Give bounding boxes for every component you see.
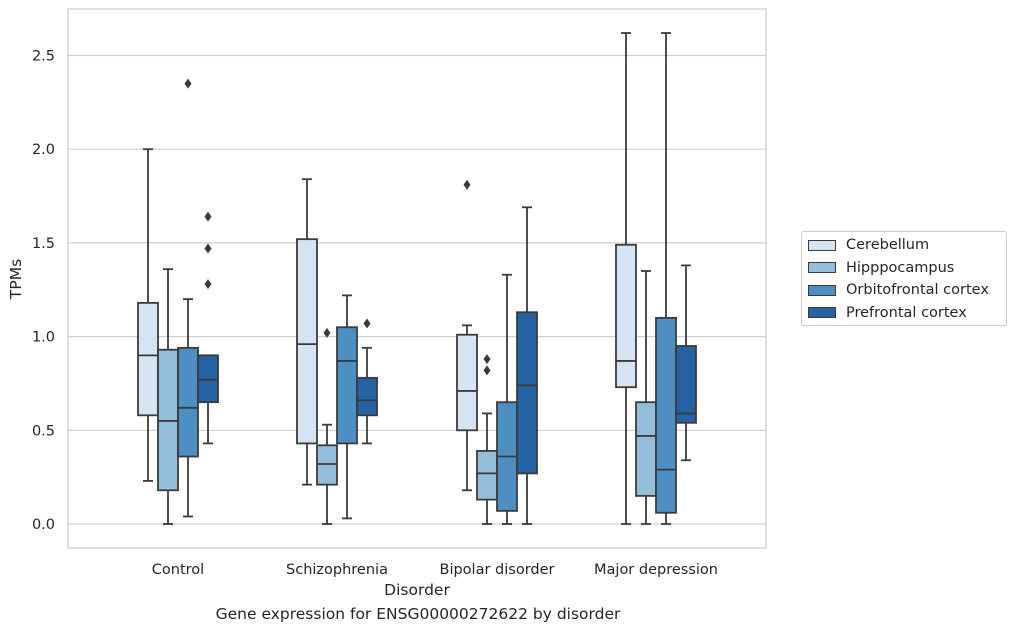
- legend-swatch: [808, 307, 836, 318]
- outlier-point: [323, 327, 331, 338]
- outlier-point: [204, 279, 212, 290]
- box-orbitofrontal-cortex: [496, 273, 518, 525]
- legend-label: Hipppocampus: [846, 259, 955, 276]
- y-tick-labels: 0.0 0.5 1.0 1.5 2.0 2.5: [32, 49, 55, 534]
- box-prefrontal-cortex: [356, 318, 378, 445]
- y-axis-label: TPMs: [7, 259, 25, 300]
- box-hipppocampus: [635, 270, 657, 525]
- outlier-point: [204, 243, 212, 254]
- box-orbitofrontal-cortex: [177, 78, 199, 518]
- box-orbitofrontal-cortex: [336, 294, 358, 520]
- y-tick-label: 0.0: [32, 517, 55, 533]
- box-iqr: [177, 346, 199, 458]
- y-tick-label: 1.0: [32, 330, 55, 346]
- box-iqr: [655, 316, 677, 514]
- outlier-point: [463, 179, 471, 190]
- boxes: [137, 32, 697, 525]
- outlier-point: [204, 211, 212, 222]
- box-prefrontal-cortex: [197, 211, 219, 445]
- legend-swatch: [808, 262, 836, 273]
- legend-label: Orbitofrontal cortex: [846, 282, 989, 298]
- legend-item: Orbitofrontal cortex: [808, 280, 989, 300]
- y-tick-label: 2.0: [32, 142, 55, 158]
- box-orbitofrontal-cortex: [655, 32, 677, 525]
- x-tick-label: Control: [152, 562, 204, 578]
- box-iqr: [316, 444, 338, 486]
- legend-label: Cerebellum: [846, 237, 930, 253]
- legend-item: Cerebellum: [808, 235, 929, 255]
- y-tick-label: 0.5: [32, 423, 55, 439]
- outlier-point: [363, 318, 371, 329]
- box-hipppocampus: [476, 354, 498, 525]
- box-cerebellum: [296, 178, 318, 486]
- legend-item: Prefrontal cortex: [808, 303, 967, 323]
- box-iqr: [615, 243, 637, 389]
- box-iqr: [197, 354, 219, 404]
- box-prefrontal-cortex: [516, 206, 538, 525]
- chart-caption: Gene expression for ENSG00000272622 by d…: [215, 605, 621, 623]
- box-hipppocampus: [316, 327, 338, 525]
- box-cerebellum: [456, 179, 478, 492]
- x-tick-labels: Control Schizophrenia Bipolar disorder Majo…: [152, 562, 718, 578]
- legend-swatch: [808, 239, 836, 251]
- box-iqr: [456, 333, 478, 432]
- legend: Cerebellum Hipppocampus Orbitofrontal cort…: [801, 231, 1007, 326]
- box-cerebellum: [137, 148, 159, 482]
- box-iqr: [356, 376, 378, 417]
- y-tick-label: 1.5: [32, 236, 55, 252]
- box-iqr: [516, 311, 538, 475]
- box-iqr: [336, 326, 358, 445]
- y-tick-label: 2.5: [32, 49, 55, 65]
- legend-label: Prefrontal cortex: [846, 304, 967, 321]
- x-tick-label: Bipolar disorder: [440, 562, 555, 578]
- box-iqr: [476, 450, 498, 501]
- x-axis-label: Disorder: [384, 581, 450, 599]
- outlier-point: [483, 354, 491, 365]
- plot-area-frame: [67, 8, 767, 549]
- box-cerebellum: [615, 32, 637, 525]
- legend-swatch: [808, 284, 836, 296]
- x-tick-label: Major depression: [594, 562, 718, 578]
- box-iqr: [675, 345, 697, 424]
- box-iqr: [137, 301, 159, 417]
- x-tick-label: Schizophrenia: [286, 562, 388, 578]
- outlier-point: [483, 365, 491, 376]
- box-prefrontal-cortex: [675, 264, 697, 462]
- box-iqr: [296, 238, 318, 445]
- legend-item: Hipppocampus: [808, 258, 954, 278]
- outlier-point: [184, 78, 192, 89]
- box-iqr: [157, 348, 179, 492]
- box-hipppocampus: [157, 268, 179, 525]
- box-iqr: [635, 401, 657, 497]
